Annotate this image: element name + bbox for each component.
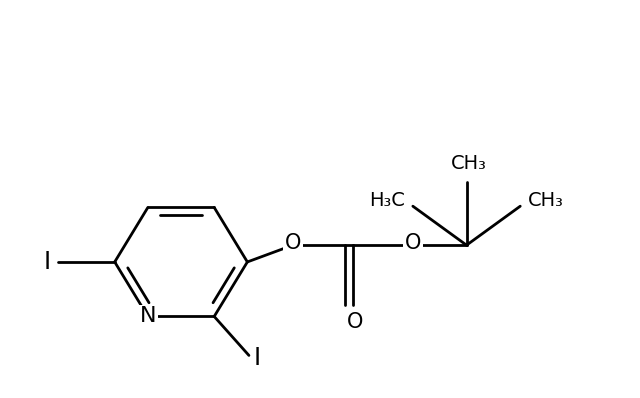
Text: I: I bbox=[43, 250, 51, 274]
Text: O: O bbox=[285, 233, 301, 253]
Text: I: I bbox=[254, 346, 261, 371]
Text: CH₃: CH₃ bbox=[451, 154, 487, 173]
Text: CH₃: CH₃ bbox=[528, 191, 564, 210]
Text: O: O bbox=[404, 233, 421, 253]
Text: O: O bbox=[347, 312, 364, 332]
Text: H₃C: H₃C bbox=[369, 191, 405, 210]
Text: N: N bbox=[140, 306, 156, 326]
